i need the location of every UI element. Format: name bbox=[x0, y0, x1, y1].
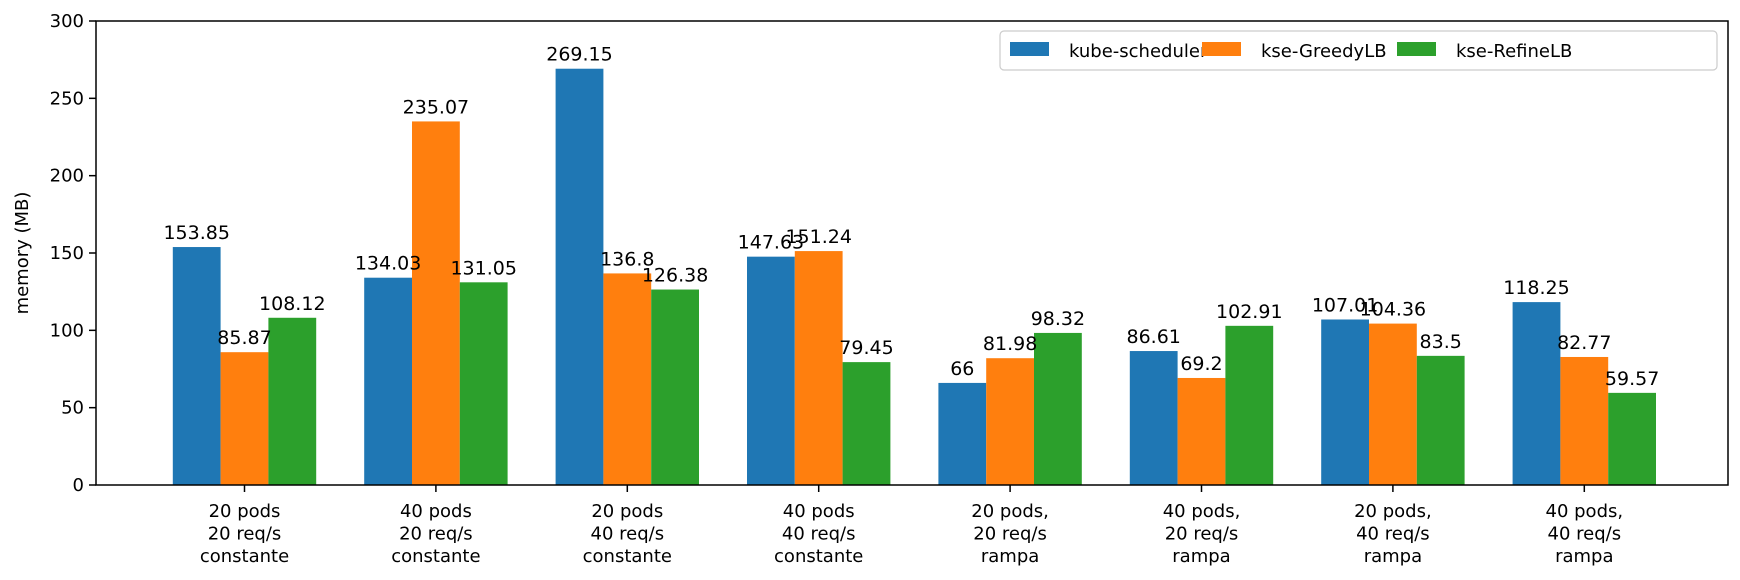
legend-label: kube-scheduler bbox=[1069, 41, 1208, 62]
y-tick-label: 300 bbox=[50, 11, 84, 32]
bar-value-label: 69.2 bbox=[1180, 353, 1222, 375]
plot-frame bbox=[95, 20, 1729, 486]
bar-value-label: 79.45 bbox=[839, 337, 893, 359]
x-tick-label: 40 pods 20 req/s constante bbox=[391, 501, 480, 567]
y-tick-label: 0 bbox=[73, 475, 84, 496]
bar-value-label: 102.91 bbox=[1216, 301, 1282, 323]
bar-value-label: 66 bbox=[950, 358, 974, 380]
bar bbox=[794, 251, 843, 485]
bar-value-label: 153.85 bbox=[163, 222, 229, 244]
bar-value-label: 235.07 bbox=[403, 96, 469, 118]
bar bbox=[172, 247, 221, 485]
bar-value-label: 151.24 bbox=[785, 226, 851, 248]
x-tick-label: 40 pods 40 req/s constante bbox=[774, 501, 863, 567]
bar bbox=[1608, 392, 1656, 485]
legend-label: kse-RefineLB bbox=[1456, 41, 1572, 62]
legend-swatch bbox=[1397, 42, 1436, 56]
bar bbox=[1416, 355, 1465, 485]
bar-value-label: 86.61 bbox=[1126, 326, 1180, 348]
bar bbox=[986, 358, 1034, 485]
legend: kube-scheduler kse-GreedyLB kse-RefineLB bbox=[999, 30, 1718, 71]
x-tick-label: 20 pods, 20 req/s rampa bbox=[971, 501, 1049, 567]
y-tick-label: 50 bbox=[61, 398, 84, 419]
x-axis: 20 pods 20 req/s constante 40 pods 20 req/s c… bbox=[200, 485, 1623, 567]
bar-value-label: 136.8 bbox=[600, 248, 654, 270]
bar-value-labels: 153.85 134.03 269.15 147.63 66 86.61 107.01 118… bbox=[163, 44, 1659, 390]
x-tick-label: 40 pods, 20 req/s rampa bbox=[1163, 501, 1241, 567]
bar bbox=[1225, 325, 1274, 485]
legend-label: kse-GreedyLB bbox=[1261, 41, 1387, 62]
bar bbox=[1369, 323, 1417, 485]
bar bbox=[1129, 351, 1178, 485]
bar bbox=[1512, 302, 1561, 485]
bar-value-label: 104.36 bbox=[1360, 299, 1426, 321]
x-tick-label: 20 pods 40 req/s constante bbox=[583, 501, 672, 567]
bar-value-label: 131.05 bbox=[450, 257, 516, 279]
legend-swatch bbox=[1010, 42, 1049, 56]
bar bbox=[220, 352, 269, 485]
bar-value-label: 83.5 bbox=[1420, 331, 1462, 353]
y-axis-label: memory (MB) bbox=[12, 192, 33, 315]
bar bbox=[938, 382, 987, 485]
bar bbox=[842, 362, 891, 485]
y-tick-label: 250 bbox=[50, 88, 84, 109]
x-tick-label: 40 pods, 40 req/s rampa bbox=[1546, 501, 1624, 567]
y-tick-label: 100 bbox=[50, 320, 84, 341]
bar bbox=[603, 273, 652, 485]
bar-value-label: 134.03 bbox=[355, 253, 421, 275]
bar-value-label: 108.12 bbox=[259, 293, 325, 315]
bar-value-label: 269.15 bbox=[546, 44, 612, 66]
bar bbox=[1177, 377, 1226, 485]
bar bbox=[364, 277, 412, 485]
legend-swatch bbox=[1202, 42, 1241, 56]
x-tick-label: 20 pods, 40 req/s rampa bbox=[1354, 501, 1432, 567]
bar-value-label: 118.25 bbox=[1503, 277, 1569, 299]
legend-box bbox=[999, 30, 1718, 71]
bar-value-label: 107.01 bbox=[1312, 294, 1378, 316]
bar-value-label: 59.57 bbox=[1605, 368, 1659, 390]
bar-value-label: 81.98 bbox=[983, 333, 1037, 355]
bar bbox=[268, 317, 317, 485]
bar bbox=[459, 282, 508, 485]
bars-layer bbox=[172, 68, 1656, 486]
bar bbox=[1034, 332, 1082, 485]
x-tick-label: 20 pods 20 req/s constante bbox=[200, 501, 289, 567]
y-tick-label: 150 bbox=[50, 243, 84, 264]
bar-value-label: 147.63 bbox=[738, 232, 804, 254]
bar bbox=[1321, 319, 1369, 485]
bar-value-label: 126.38 bbox=[642, 265, 708, 287]
bar bbox=[555, 68, 604, 486]
bar bbox=[412, 121, 460, 486]
bar bbox=[747, 256, 795, 485]
y-tick-label: 200 bbox=[50, 166, 84, 187]
bar-value-label: 82.77 bbox=[1557, 332, 1611, 354]
y-axis: 0 50 100 150 200 250 300 bbox=[50, 11, 96, 496]
bar bbox=[1560, 356, 1609, 485]
bar bbox=[651, 289, 699, 485]
bar-value-label: 98.32 bbox=[1031, 308, 1085, 330]
bar-value-label: 85.87 bbox=[217, 327, 271, 349]
